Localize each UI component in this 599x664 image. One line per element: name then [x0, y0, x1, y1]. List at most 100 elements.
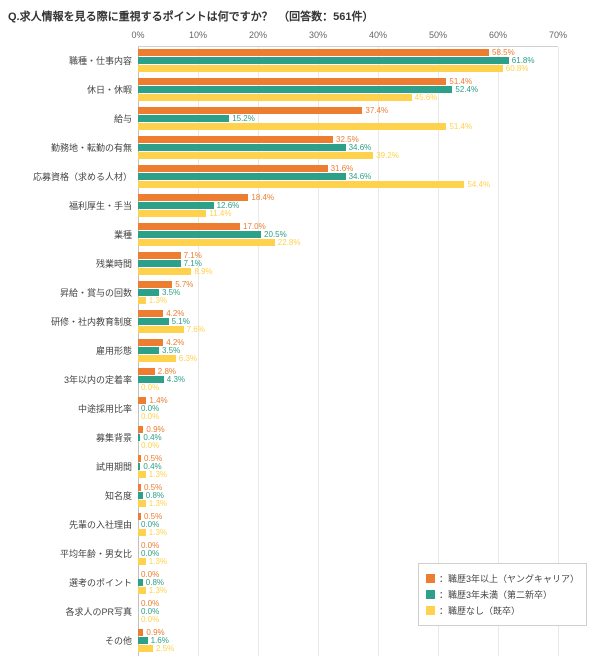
bar [138, 326, 184, 333]
bar [138, 434, 140, 441]
chart-row: 募集背景0.9%0.4%0.0% [138, 424, 558, 453]
bar [138, 268, 191, 275]
category-label: 研修・社内教育制度 [8, 318, 132, 328]
bar-value-label: 1.3% [149, 499, 167, 508]
bar-value-label: 0.0% [141, 615, 159, 624]
bar [138, 252, 181, 259]
bar [138, 426, 143, 433]
bar [138, 78, 446, 85]
x-axis: 0%10%20%30%40%50%60%70% [138, 30, 558, 46]
bar [138, 136, 333, 143]
bar [138, 339, 163, 346]
legend-swatch [426, 574, 435, 583]
bar [138, 558, 146, 565]
bar [138, 94, 412, 101]
category-label: 福利厚生・手当 [8, 202, 132, 212]
chart-row: その他0.9%1.6%2.5% [138, 627, 558, 656]
bar-value-label: 0.0% [141, 412, 159, 421]
category-label: 3年以内の定着率 [8, 376, 132, 386]
bar [138, 579, 143, 586]
chart-row: 3年以内の定着率2.8%4.3%0.0% [138, 366, 558, 395]
bar-value-label: 1.3% [149, 586, 167, 595]
chart-row: 知名度0.5%0.8%1.3% [138, 482, 558, 511]
bar [138, 86, 452, 93]
bar-value-label: 6.3% [179, 354, 197, 363]
bar [138, 57, 509, 64]
category-label: 職種・仕事内容 [8, 57, 132, 67]
bar-value-label: 0.0% [141, 441, 159, 450]
bar [138, 368, 155, 375]
bar [138, 500, 146, 507]
bar [138, 144, 346, 151]
bar-value-label: 1.3% [149, 296, 167, 305]
bar [138, 107, 362, 114]
category-label: 残業時間 [8, 260, 132, 270]
category-label: 雇用形態 [8, 347, 132, 357]
bar [138, 310, 163, 317]
chart-row: 休日・休暇51.4%52.4%45.6% [138, 76, 558, 105]
bar-value-label: 7.6% [187, 325, 205, 334]
bar-value-label: 0.0% [141, 383, 159, 392]
bar-value-label: 1.3% [149, 557, 167, 566]
bar-value-label: 39.2% [376, 151, 399, 160]
bar-value-label: 2.5% [156, 644, 174, 653]
bar [138, 239, 275, 246]
bar-value-label: 34.6% [349, 143, 372, 152]
bar [138, 297, 146, 304]
bar-value-label: 37.4% [365, 106, 388, 115]
chart-row: 先輩の入社理由0.5%0.0%1.3% [138, 511, 558, 540]
chart-row: 昇給・賞与の回数5.7%3.5%1.3% [138, 279, 558, 308]
bar [138, 455, 141, 462]
bar-value-label: 11.4% [209, 209, 231, 218]
axis-tick: 30% [309, 30, 327, 40]
chart-container: 0%10%20%30%40%50%60%70% 職種・仕事内容58.5%61.8… [8, 30, 591, 656]
axis-tick: 20% [249, 30, 267, 40]
axis-tick: 50% [429, 30, 447, 40]
bar-value-label: 15.2% [232, 114, 255, 123]
bar [138, 165, 328, 172]
category-label: 各求人のPR写真 [8, 608, 132, 618]
bar [138, 347, 159, 354]
bar [138, 645, 153, 652]
category-label: 平均年齢・男女比 [8, 550, 132, 560]
bar [138, 173, 346, 180]
bar-value-label: 22.8% [278, 238, 301, 247]
bar [138, 152, 373, 159]
axis-tick: 10% [189, 30, 207, 40]
category-label: 試用期間 [8, 463, 132, 473]
bar [138, 65, 503, 72]
bar [138, 123, 446, 130]
bar [138, 289, 159, 296]
category-label: 選考のポイント [8, 579, 132, 589]
legend-item: ：職歴3年以上（ヤングキャリア） [426, 572, 579, 585]
bar [138, 637, 148, 644]
bar [138, 471, 146, 478]
category-label: 中途採用比率 [8, 405, 132, 415]
bar [138, 484, 141, 491]
legend-item: ：職歴3年未満（第二新卒） [426, 588, 579, 601]
category-label: 応募資格（求める人材） [8, 173, 132, 183]
bar-value-label: 8.9% [194, 267, 212, 276]
chart-title: Q.求人情報を見る際に重視するポイントは何ですか？ （回答数：561件） [8, 8, 591, 24]
bar [138, 115, 229, 122]
bar [138, 376, 164, 383]
chart-row: 職種・仕事内容58.5%61.8%60.8% [138, 47, 558, 76]
category-label: 募集背景 [8, 434, 132, 444]
bar-value-label: 34.6% [349, 172, 372, 181]
bar-value-label: 45.6% [415, 93, 438, 102]
bar [138, 318, 169, 325]
category-label: 業種 [8, 231, 132, 241]
legend-item: ：職歴なし（既卒） [426, 604, 579, 617]
axis-tick: 60% [489, 30, 507, 40]
bar [138, 492, 143, 499]
bar [138, 529, 146, 536]
legend: ：職歴3年以上（ヤングキャリア） ：職歴3年未満（第二新卒） ：職歴なし（既卒） [418, 563, 587, 626]
bar-value-label: 60.8% [506, 64, 529, 73]
bar [138, 629, 143, 636]
chart-row: 勤務地・転勤の有無32.5%34.6%39.2% [138, 134, 558, 163]
legend-label: ：職歴3年未満（第二新卒） [439, 588, 552, 601]
legend-swatch [426, 606, 435, 615]
bar [138, 260, 181, 267]
chart-row: 雇用形態4.2%3.5%6.3% [138, 337, 558, 366]
category-label: 昇給・賞与の回数 [8, 289, 132, 299]
